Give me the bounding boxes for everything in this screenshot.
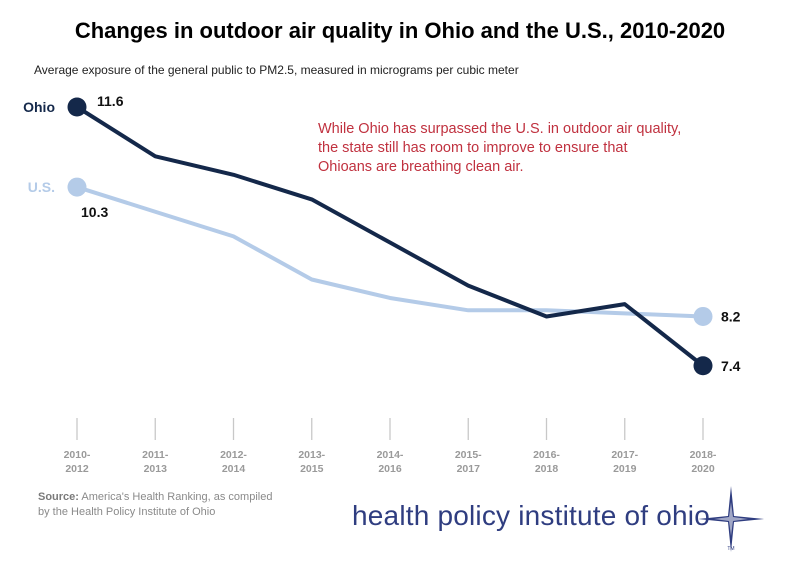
x-tick-label-line: 2016 xyxy=(378,463,402,475)
data-labels: Ohio 11.6 7.4 U.S. 10.3 8.2 xyxy=(23,93,741,374)
x-tick-label-line: 2015 xyxy=(300,463,324,475)
x-tick-label: 2013- 2015 xyxy=(298,449,325,475)
x-tick-label: 2018- 2020 xyxy=(690,449,717,475)
x-tick-label: 2012- 2014 xyxy=(220,449,247,475)
x-tick-label-line: 2018 xyxy=(535,463,559,475)
series-line-us xyxy=(75,185,705,319)
x-tick-label-line: 2017 xyxy=(457,463,481,475)
series-markers xyxy=(67,97,713,376)
compass-star-icon: TM xyxy=(698,486,764,552)
annotation-line-1: While Ohio has surpassed the U.S. in out… xyxy=(318,121,682,137)
x-tick-label-line: 2012- xyxy=(220,449,247,461)
x-tick-label-line: 2013- xyxy=(298,449,325,461)
start-value-label: 11.6 xyxy=(97,93,124,109)
annotation-line-3: Ohioans are breathing clean air. xyxy=(318,159,524,175)
annotation-text: While Ohio has surpassed the U.S. in out… xyxy=(318,120,738,177)
x-tick-label-line: 2014 xyxy=(222,463,246,475)
x-tick-label: 2016- 2018 xyxy=(533,449,560,475)
trademark-mark: TM xyxy=(727,546,734,552)
endpoint-marker xyxy=(67,97,87,117)
x-tick-label: 2015- 2017 xyxy=(455,449,482,475)
chart-subtitle: Average exposure of the general public t… xyxy=(34,63,519,77)
annotation-line-2: the state still has room to improve to e… xyxy=(318,140,628,156)
x-tick-label-line: 2014- xyxy=(377,449,404,461)
x-tick-label: 2014- 2016 xyxy=(377,449,404,475)
series-name-label: U.S. xyxy=(28,179,55,195)
x-tick-label: 2010- 2012 xyxy=(64,449,91,475)
endpoint-marker xyxy=(693,306,713,326)
x-tick-label-line: 2019 xyxy=(613,463,637,475)
x-tick-label-line: 2018- xyxy=(690,449,717,461)
series-lines xyxy=(75,105,705,368)
end-value-label: 7.4 xyxy=(721,358,741,374)
x-tick-label-line: 2016- xyxy=(533,449,560,461)
x-tick-label-line: 2020 xyxy=(691,463,715,475)
source-label: Source: xyxy=(38,491,79,503)
source-text-line-2: by the Health Policy Institute of Ohio xyxy=(38,506,216,518)
x-tick-label-line: 2013 xyxy=(144,463,168,475)
chart-title: Changes in outdoor air quality in Ohio a… xyxy=(74,18,726,43)
series-line-ohio xyxy=(75,105,705,368)
source-note: Source: America's Health Ranking, as com… xyxy=(38,490,298,520)
x-tick-label-line: 2017- xyxy=(611,449,638,461)
end-value-label: 8.2 xyxy=(721,308,741,324)
x-tick-label-line: 2010- xyxy=(64,449,91,461)
endpoint-marker xyxy=(67,177,87,197)
endpoint-marker xyxy=(693,356,713,376)
x-tick-label: 2017- 2019 xyxy=(611,449,638,475)
source-text-line-1: America's Health Ranking, as compiled xyxy=(78,491,273,503)
x-tick-label: 2011- 2013 xyxy=(142,449,169,475)
brand-wordmark: health policy institute of ohio xyxy=(352,500,710,531)
x-tick-label-line: 2011- xyxy=(142,449,169,461)
series-name-label: Ohio xyxy=(23,99,55,115)
start-value-label: 10.3 xyxy=(81,204,108,220)
x-tick-label-line: 2015- xyxy=(455,449,482,461)
x-tick-label-line: 2012 xyxy=(65,463,89,475)
x-axis: 2010- 2012 2011- 2013 2012- 2014 2013- 2015 2014… xyxy=(64,418,717,475)
